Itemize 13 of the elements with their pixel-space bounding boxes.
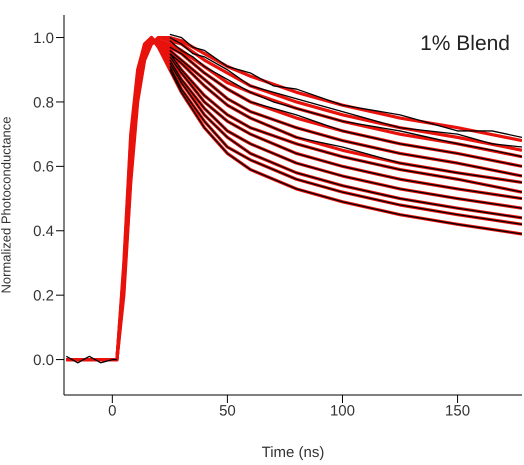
annotation: 1% Blend (420, 32, 510, 56)
x-tick-label: 150 (445, 402, 470, 420)
y-tick-label: 0.8 (33, 94, 54, 112)
x-tick-label: 0 (108, 402, 117, 420)
y-tick-label: 1.0 (33, 30, 54, 47)
x-tick-label: 50 (219, 402, 236, 420)
y-tick-label: 0.2 (33, 287, 54, 304)
x-axis-title: Time (ns) (262, 444, 324, 461)
y-tick-label: 0.6 (33, 158, 54, 176)
y-tick-label: 0.0 (33, 352, 54, 369)
y-tick-label: 0.4 (33, 223, 54, 240)
x-tick-label: 100 (330, 402, 355, 420)
y-axis-title: Normalized Photoconductance (0, 116, 14, 294)
